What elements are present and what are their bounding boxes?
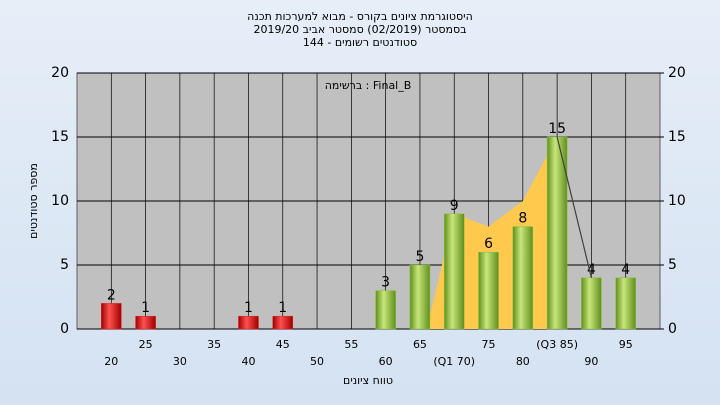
bar (135, 315, 156, 330)
x-tick-label: 25 (139, 338, 153, 351)
y-tick-label: 10 (51, 193, 69, 209)
y-tick-label: 0 (60, 321, 69, 337)
bar (512, 226, 534, 330)
x-tick-label: 35 (207, 338, 221, 351)
chart-subtitle: בסמסטר (02/2019) סמסטר אביב 2019/20 (253, 23, 466, 36)
x-tick-label: 30 (173, 355, 187, 368)
x-axis-label: טווח ציונים (343, 374, 393, 387)
x-tick-label: 20 (104, 355, 118, 368)
x-tick-label: 55 (344, 338, 358, 351)
bar (272, 315, 294, 330)
x-tick-label: (Q1 70) (433, 355, 475, 368)
bar (409, 264, 431, 330)
x-tick-label: 65 (413, 338, 427, 351)
x-tick-label: 50 (310, 355, 324, 368)
data-label: 3 (381, 275, 390, 291)
y2-tick-label: 15 (668, 129, 686, 145)
data-label: 8 (518, 211, 527, 227)
y2-tick-label: 20 (668, 65, 686, 81)
data-label: 2 (107, 287, 116, 303)
data-label: 9 (450, 198, 459, 214)
x-tick-label: 95 (619, 338, 633, 351)
bar (101, 303, 122, 330)
bar (478, 251, 499, 330)
y-axis-label: מספר סטודנטים (27, 163, 40, 239)
x-tick-label: 40 (241, 355, 255, 368)
chart-subtitle: סטודנטים רשומים - 144 (303, 36, 417, 49)
data-label: 1 (278, 300, 287, 316)
y-tick-label: 20 (51, 65, 69, 81)
bar (443, 213, 465, 330)
data-label: 4 (621, 262, 630, 278)
data-label: 6 (484, 236, 493, 252)
bar (581, 277, 602, 330)
y2-tick-label: 5 (668, 257, 677, 273)
data-label: 5 (415, 249, 424, 265)
line (556, 136, 592, 278)
bar (375, 290, 396, 330)
x-tick-label: 45 (276, 338, 290, 351)
data-label: 1 (141, 300, 150, 316)
y-tick-label: 5 (60, 257, 69, 273)
bar (238, 315, 259, 330)
y-tick-label: 15 (51, 129, 69, 145)
data-label: 4 (587, 262, 596, 278)
y2-tick-label: 10 (668, 193, 686, 209)
y2-tick-label: 0 (668, 321, 677, 337)
bar (615, 277, 636, 330)
data-label: 15 (548, 121, 566, 137)
x-tick-label: 60 (379, 355, 393, 368)
data-label: 1 (244, 300, 253, 316)
x-tick-label: 90 (584, 355, 598, 368)
x-tick-label: 75 (482, 338, 496, 351)
x-tick-label: (Q3 85) (536, 338, 578, 351)
annotation: ברשימה : Final_B (325, 79, 412, 92)
x-tick-label: 80 (516, 355, 530, 368)
chart-title: היסטוגרמת ציונים בקורס - מבוא למערכות תכ… (247, 10, 473, 23)
